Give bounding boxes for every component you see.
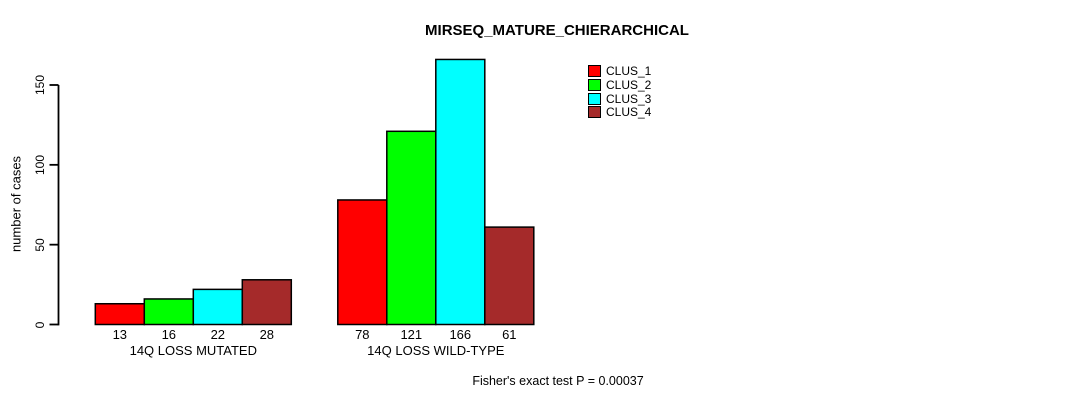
y-axis-tick-label: 0 <box>33 321 47 328</box>
footer-stat: Fisher's exact test P = 0.00037 <box>472 374 644 388</box>
legend-label: CLUS_3 <box>606 91 652 106</box>
legend-item: CLUS_1 <box>588 65 651 77</box>
bar-value-label: 61 <box>502 326 517 342</box>
legend-item: CLUS_2 <box>588 77 652 92</box>
bar-value-label: 16 <box>161 326 177 342</box>
legend-item: CLUS_3 <box>588 91 652 106</box>
bar-value-label: 28 <box>259 326 275 342</box>
bar-clus_3-group-1 <box>192 288 244 326</box>
legend: CLUS_1 CLUS_2 CLUS_3 CLUS_4 <box>588 65 651 120</box>
y-axis-tick-label: 100 <box>33 154 47 175</box>
bar-value-label: 166 <box>449 326 472 342</box>
legend-label: CLUS_4 <box>606 105 652 120</box>
bar-value-label: 13 <box>112 326 128 342</box>
y-axis-tick-label: 150 <box>33 74 47 95</box>
bar-clus_1-group-2 <box>337 199 388 326</box>
bar-value-label: 22 <box>210 326 226 342</box>
y-axis-tick-label: 50 <box>33 237 47 252</box>
legend-swatch <box>588 65 601 77</box>
bar-clus_2-group-1 <box>143 298 195 326</box>
group-label: 14Q LOSS MUTATED <box>129 342 257 358</box>
bar-value-label: 78 <box>355 326 370 342</box>
group-label: 14Q LOSS WILD-TYPE <box>367 342 505 358</box>
bar-clus_1-group-1 <box>94 302 146 326</box>
legend-swatch <box>588 78 601 91</box>
bar-value-label: 121 <box>400 326 423 342</box>
legend-item: CLUS_4 <box>588 105 652 120</box>
legend-swatch <box>588 106 601 119</box>
bar-clus_4-group-2 <box>484 226 535 326</box>
legend-swatch <box>588 92 601 105</box>
legend-label: CLUS_1 <box>606 64 652 78</box>
bar-clus_4-group-1 <box>241 279 293 326</box>
chart-title: MIRSEQ_MATURE_CHIERARCHICAL <box>425 22 689 39</box>
bar-clus_2-group-2 <box>386 130 437 326</box>
legend-label: CLUS_2 <box>606 77 652 92</box>
bar-clus_3-group-2 <box>435 58 486 326</box>
